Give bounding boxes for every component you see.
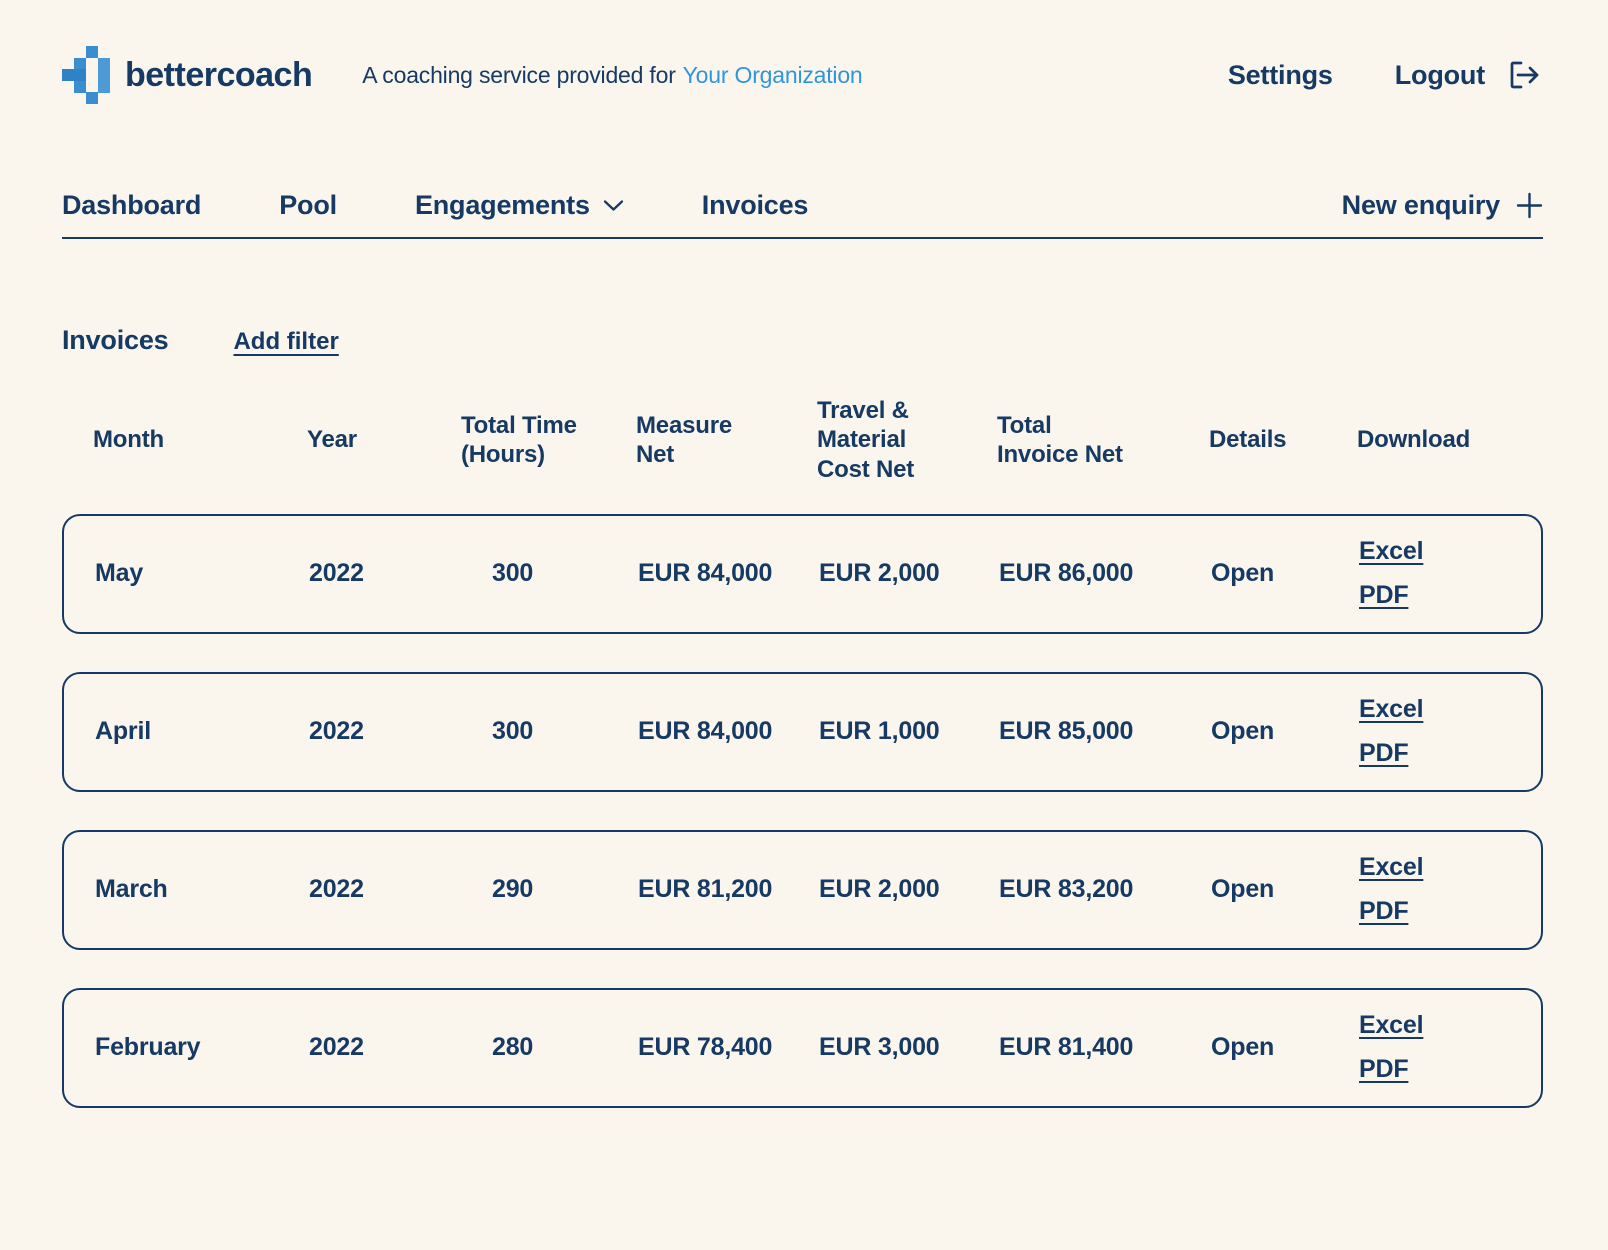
download-excel-link[interactable]: Excel xyxy=(1359,695,1424,724)
logout-button[interactable]: Logout xyxy=(1395,58,1543,92)
organization-link[interactable]: Your Organization xyxy=(682,61,863,88)
chevron-down-icon xyxy=(603,199,624,212)
download-links: Excel PDF xyxy=(1328,853,1541,926)
invoice-measure-net: EUR 78,400 xyxy=(638,1033,773,1062)
column-header-measure-net: Measure Net xyxy=(636,411,732,468)
nav-divider xyxy=(62,237,1543,239)
brand-home-link[interactable]: bettercoach xyxy=(62,46,313,104)
top-actions: Settings Logout xyxy=(1228,58,1543,92)
invoice-total-time: 300 xyxy=(492,559,534,588)
invoice-total-net: EUR 85,000 xyxy=(999,717,1134,746)
invoice-year: 2022 xyxy=(309,717,364,746)
nav-item-engagements[interactable]: Engagements xyxy=(415,190,624,221)
nav-invoices-label: Invoices xyxy=(701,190,809,220)
nav-item-invoices[interactable]: Invoices xyxy=(701,190,809,221)
invoice-row-march: March 2022 290 EUR 81,200 EUR 2,000 EUR … xyxy=(62,829,1543,950)
column-header-details: Details xyxy=(1209,426,1287,454)
column-header-total-invoice: Total Invoice Net xyxy=(997,411,1123,468)
invoice-row-april: April 2022 300 EUR 84,000 EUR 1,000 EUR … xyxy=(62,671,1543,792)
download-pdf-link[interactable]: PDF xyxy=(1359,1055,1409,1084)
invoice-travel-material: EUR 3,000 xyxy=(819,1033,940,1062)
download-excel-link[interactable]: Excel xyxy=(1359,853,1424,882)
brand-name: bettercoach xyxy=(125,55,313,94)
table-header-row: Month Year Total Time (Hours) Measure Net … xyxy=(62,396,1543,484)
tagline-text: A coaching service provided for xyxy=(362,61,676,88)
invoice-travel-material: EUR 1,000 xyxy=(819,717,940,746)
new-enquiry-label: New enquiry xyxy=(1341,190,1501,220)
settings-button[interactable]: Settings xyxy=(1227,59,1333,90)
nav-pool-label: Pool xyxy=(279,190,337,220)
download-pdf-link[interactable]: PDF xyxy=(1359,897,1409,926)
column-header-travel-material: Travel & Material Cost Net xyxy=(817,397,915,483)
top-bar: bettercoach A coaching service provided … xyxy=(62,44,1543,106)
logout-label: Logout xyxy=(1394,59,1485,90)
download-links: Excel PDF xyxy=(1328,537,1541,610)
download-pdf-link[interactable]: PDF xyxy=(1359,581,1409,610)
plus-icon xyxy=(1516,192,1543,219)
invoice-month: May xyxy=(95,559,144,588)
nav-engagements-label: Engagements xyxy=(414,190,590,220)
invoice-row-february: February 2022 280 EUR 78,400 EUR 3,000 E… xyxy=(62,987,1543,1108)
download-links: Excel PDF xyxy=(1328,1011,1541,1084)
nav-item-pool[interactable]: Pool xyxy=(279,190,337,221)
invoice-total-net: EUR 81,400 xyxy=(999,1033,1134,1062)
invoice-year: 2022 xyxy=(309,559,364,588)
invoice-total-net: EUR 83,200 xyxy=(999,875,1134,904)
logout-icon xyxy=(1505,58,1543,92)
column-header-download: Download xyxy=(1357,426,1471,454)
page: bettercoach A coaching service provided … xyxy=(0,44,1608,1108)
nav-dashboard-label: Dashboard xyxy=(62,190,202,220)
invoice-month: February xyxy=(95,1033,201,1062)
download-excel-link[interactable]: Excel xyxy=(1359,1011,1424,1040)
bettercoach-logo-icon xyxy=(62,46,110,104)
details-open-link[interactable]: Open xyxy=(1211,1033,1275,1062)
nav-item-dashboard[interactable]: Dashboard xyxy=(62,190,201,221)
tagline: A coaching service provided for Your Orga… xyxy=(362,62,862,89)
invoice-measure-net: EUR 84,000 xyxy=(638,717,773,746)
download-links: Excel PDF xyxy=(1328,695,1541,768)
column-header-year: Year xyxy=(307,426,357,454)
details-open-link[interactable]: Open xyxy=(1211,559,1275,588)
invoice-row-may: May 2022 300 EUR 84,000 EUR 2,000 EUR 86… xyxy=(62,513,1543,634)
details-open-link[interactable]: Open xyxy=(1211,875,1275,904)
new-enquiry-button[interactable]: New enquiry xyxy=(1342,190,1543,221)
invoice-measure-net: EUR 84,000 xyxy=(638,559,773,588)
add-filter-link[interactable]: Add filter xyxy=(233,328,339,355)
invoice-total-time: 280 xyxy=(492,1033,534,1062)
invoice-year: 2022 xyxy=(309,875,364,904)
invoice-measure-net: EUR 81,200 xyxy=(638,875,773,904)
download-pdf-link[interactable]: PDF xyxy=(1359,739,1409,768)
download-excel-link[interactable]: Excel xyxy=(1359,537,1424,566)
invoice-total-time: 290 xyxy=(492,875,534,904)
invoice-total-time: 300 xyxy=(492,717,534,746)
column-header-total-time: Total Time (Hours) xyxy=(461,411,577,468)
invoice-total-net: EUR 86,000 xyxy=(999,559,1134,588)
column-header-month: Month xyxy=(93,426,164,454)
invoice-month: April xyxy=(95,717,151,746)
invoice-month: March xyxy=(95,875,168,904)
invoice-travel-material: EUR 2,000 xyxy=(819,875,940,904)
invoice-travel-material: EUR 2,000 xyxy=(819,559,940,588)
invoice-year: 2022 xyxy=(309,1033,364,1062)
details-open-link[interactable]: Open xyxy=(1211,717,1275,746)
title-row: Invoices Add filter xyxy=(62,325,1543,356)
main-nav: Dashboard Pool Engagements Invoices New … xyxy=(62,190,1543,221)
page-title: Invoices xyxy=(62,325,169,355)
